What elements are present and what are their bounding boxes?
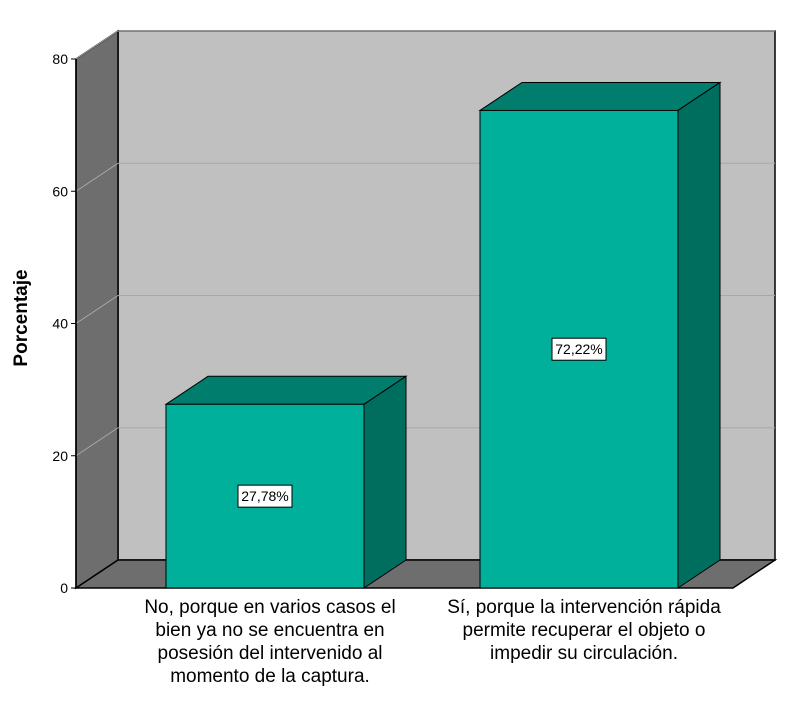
x-category-label-line: Sí, porque la intervención rápida [447,597,721,618]
gridline-side [75,427,119,457]
data-label-box [551,337,607,361]
y-tick-label: 20 [52,448,68,464]
bar: 72,22% [478,81,722,589]
gridline-side [75,295,119,324]
bar: 27,78% [164,375,408,589]
y-tick-label: 0 [60,580,68,596]
bar-side [677,81,721,589]
y-tick-label: 40 [52,316,68,332]
x-category-label-line: permite recuperar el objeto o [462,620,706,641]
x-category-label-line: impedir su circulación. [490,643,678,664]
data-label: 72,22% [555,341,602,357]
bars: 27,78% 72,22% [164,81,722,589]
data-label: 27,78% [241,488,288,504]
data-label-box [237,484,293,508]
x-category-label-line: posesión del intervenido al [157,643,383,664]
x-category-label-line: No, porque en varios casos el [144,597,396,618]
x-category-label-line: bien ya no se encuentra en [155,620,385,641]
y-tick-label: 60 [52,183,68,199]
gridline-side [75,30,119,60]
y-tick-label: 80 [52,51,68,67]
x-category-label-line: momento de la captura. [170,666,370,687]
bar-side [363,375,407,589]
gridline-side [75,162,119,192]
y-tick-labels: 0 20 40 60 80 [52,51,77,596]
x-category-label: Sí, porque la intervención rápida permite… [439,596,729,665]
x-category-label: No, porque en varios casos el bien ya no … [125,596,415,688]
